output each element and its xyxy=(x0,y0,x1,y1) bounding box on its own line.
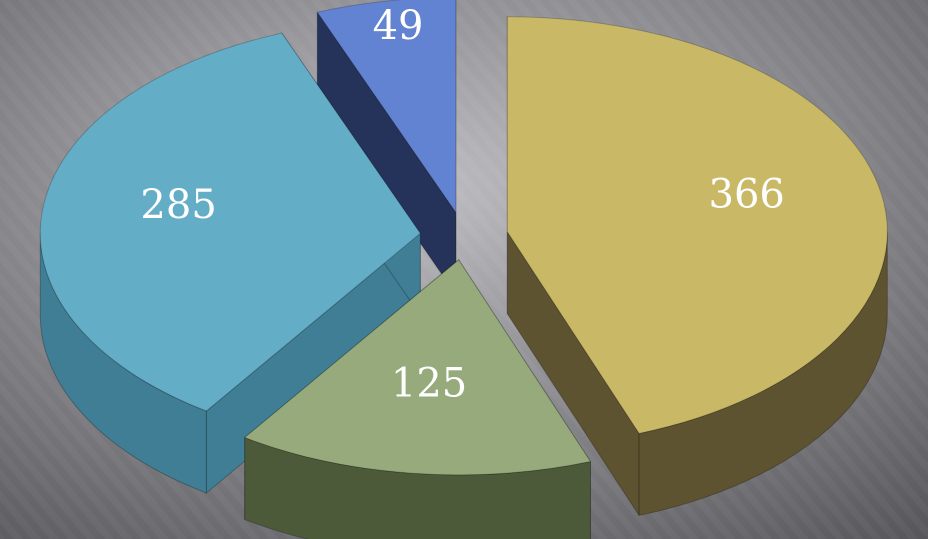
pie-slice-125 xyxy=(244,259,591,539)
data-label: 49 xyxy=(373,3,424,49)
pie-slice-366 xyxy=(506,16,888,516)
pie-slice-top xyxy=(39,32,421,412)
data-label: 125 xyxy=(391,360,467,406)
pie-slices xyxy=(39,0,888,539)
pie-slice-top xyxy=(506,16,888,434)
pie-labels: 366 125 285 49 xyxy=(140,3,784,406)
pie-slice-top xyxy=(316,0,457,213)
pie-slice-top xyxy=(244,259,591,476)
data-label: 366 xyxy=(709,172,785,218)
data-label: 285 xyxy=(140,182,216,228)
